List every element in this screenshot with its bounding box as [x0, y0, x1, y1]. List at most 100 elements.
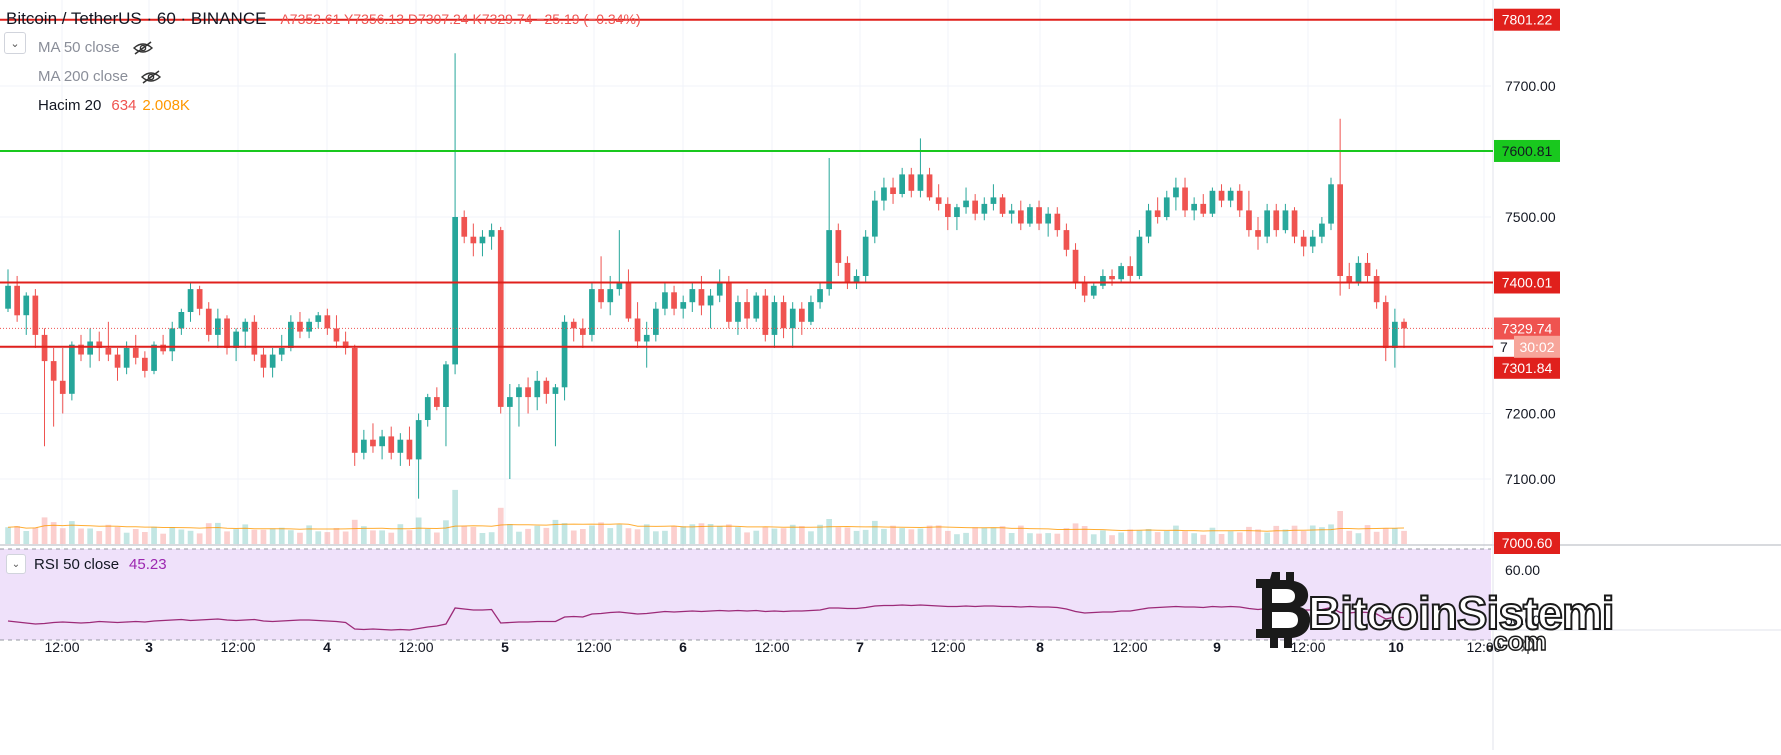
candle-body	[23, 295, 30, 316]
candle-body	[507, 397, 513, 407]
candle-body	[698, 289, 705, 306]
chevron-down-icon: ⌄	[10, 37, 20, 50]
ma50-row[interactable]: MA 50 close	[6, 33, 641, 62]
candle-body	[1337, 184, 1343, 276]
countdown-label-bg	[1514, 335, 1560, 358]
volume-bar	[1291, 525, 1298, 544]
candle-body	[41, 334, 48, 362]
candle-body	[1273, 210, 1280, 231]
volume-bar	[205, 523, 212, 544]
volume-bar	[1018, 525, 1024, 544]
volume-bar	[1273, 525, 1280, 544]
candle-body	[999, 197, 1006, 214]
candle-body	[1036, 207, 1042, 224]
candle-body	[625, 282, 632, 319]
candle-body	[899, 174, 905, 194]
candle-body	[1072, 249, 1079, 283]
volume-bar	[470, 527, 477, 544]
candle-body	[1173, 187, 1179, 198]
candle-body	[69, 344, 75, 394]
volume-bar	[525, 528, 531, 544]
volume-bar	[1328, 524, 1334, 544]
volume-bar	[881, 528, 887, 544]
candle-body	[689, 289, 696, 303]
volume-bar	[917, 528, 924, 544]
current-price-partial: 7	[1500, 339, 1508, 355]
candle-body	[771, 302, 778, 335]
volume-bar	[96, 531, 103, 544]
volume-bar	[415, 517, 422, 544]
legend-collapse-button[interactable]: ⌄	[4, 32, 26, 54]
volume-bar	[1282, 529, 1289, 544]
hidden-eye-icon[interactable]	[140, 69, 162, 85]
gear-icon[interactable]	[1519, 636, 1537, 654]
volume-bar	[424, 528, 431, 544]
volume-bar	[142, 532, 148, 544]
candle-body	[570, 321, 577, 329]
candle-body	[1282, 210, 1289, 231]
candle-body	[96, 341, 103, 348]
candle-body	[817, 289, 823, 303]
rsi-band	[0, 549, 1491, 640]
candle-body	[580, 328, 586, 335]
volume-bar	[1136, 530, 1143, 544]
volume-bar	[1382, 528, 1389, 544]
volume-bar	[1090, 534, 1097, 544]
rsi-label[interactable]: RSI 50 close	[34, 555, 120, 573]
volume-row[interactable]: Hacim 20 634 2.008K	[6, 91, 641, 120]
volume-label[interactable]: Hacim 20	[38, 97, 102, 114]
volume-bar	[589, 525, 595, 544]
bitcoin-logo-icon	[1256, 572, 1311, 648]
candle-body	[1154, 210, 1161, 217]
volume-bar	[370, 530, 376, 544]
candle-body	[954, 207, 960, 217]
volume-bar	[580, 529, 586, 544]
volume-bar	[1036, 533, 1042, 544]
candle-body	[1209, 190, 1216, 214]
candle-body	[1309, 236, 1316, 247]
volume-bar	[1355, 533, 1362, 544]
volume-bar	[242, 524, 249, 544]
volume-bar	[516, 531, 522, 544]
candle-body	[634, 318, 641, 342]
volume-bar	[762, 527, 769, 544]
candle-body	[434, 397, 440, 407]
ma50-label[interactable]: MA 50 close	[38, 39, 120, 56]
volume-bar	[671, 526, 677, 544]
volume-bar	[1227, 531, 1234, 544]
candle-body	[881, 187, 887, 201]
volume-bar	[50, 522, 57, 544]
candle-body	[680, 302, 687, 309]
candle-body	[1018, 210, 1024, 224]
time-tick-label: 9	[1213, 639, 1221, 655]
candle-body	[497, 230, 504, 407]
volume-bar	[1191, 533, 1197, 544]
time-tick-label: 3	[145, 639, 153, 655]
candle-body	[1401, 321, 1407, 329]
candle-body	[452, 217, 458, 365]
hidden-eye-icon[interactable]	[132, 40, 154, 56]
candle-body	[1182, 187, 1188, 211]
volume-bar	[872, 520, 878, 544]
volume-bar	[999, 526, 1006, 544]
volume-bar	[616, 524, 623, 544]
rsi-collapse-button[interactable]: ⌄	[6, 554, 26, 574]
price-label-7400-bg	[1494, 271, 1560, 294]
volume-bar	[771, 528, 778, 544]
volume-bar	[707, 524, 714, 544]
ma200-label[interactable]: MA 200 close	[38, 68, 129, 85]
time-tick-label: 12:00	[398, 639, 433, 655]
volume-bar	[160, 533, 166, 544]
ma200-row[interactable]: MA 200 close	[6, 62, 641, 91]
candle-body	[671, 292, 677, 309]
volume-bar	[1236, 532, 1243, 544]
symbol-title[interactable]: Bitcoin / TetherUS · 60 · BINANCE	[6, 8, 267, 28]
volume-bar	[488, 532, 495, 544]
time-tick-label: 12:00	[1112, 639, 1147, 655]
volume-bar	[1264, 532, 1270, 544]
candle-body	[443, 364, 449, 407]
volume-bar	[1337, 511, 1343, 544]
volume-bar	[1200, 534, 1207, 544]
